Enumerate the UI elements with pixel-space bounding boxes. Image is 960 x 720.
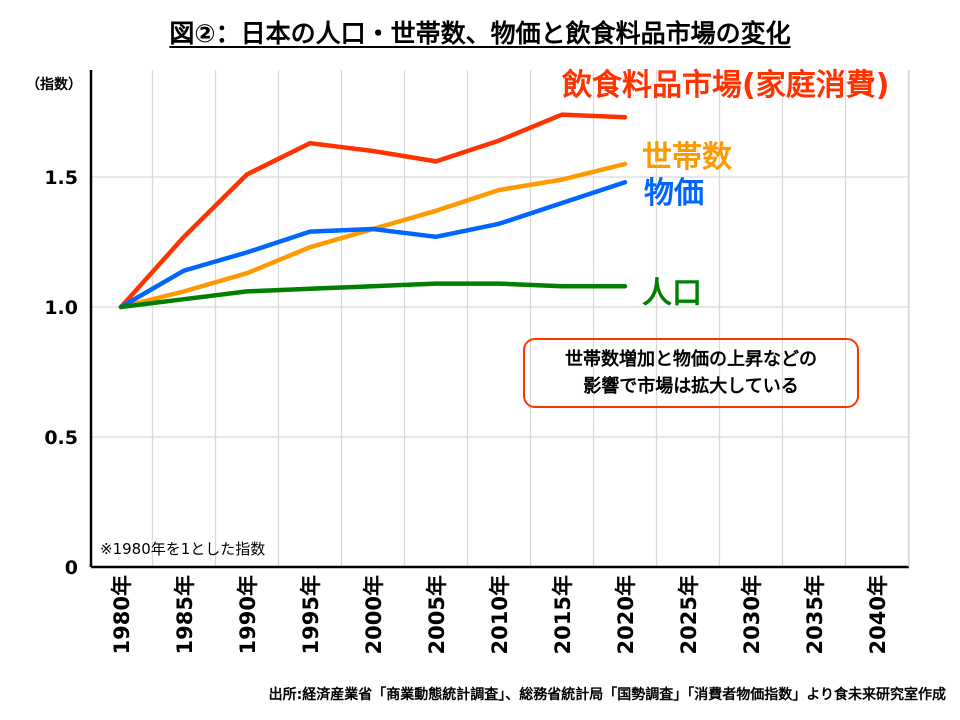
y-tick-label: 0.5 bbox=[44, 427, 78, 449]
x-tick-label: 2025年 bbox=[677, 575, 701, 654]
series-line-2 bbox=[118, 179, 628, 310]
legend-label-market: 飲食料品市場(家庭消費) bbox=[562, 68, 890, 103]
legend-label-population: 人口 bbox=[642, 276, 702, 311]
y-tick-label: 1.0 bbox=[44, 297, 78, 319]
x-tick-label: 1985年 bbox=[173, 575, 197, 654]
chart-title: 図②：日本の人口・世帯数、物価と飲食料品市場の変化 bbox=[0, 14, 960, 50]
annotation-line-1: 世帯数増加と物価の上昇などの bbox=[565, 349, 817, 370]
x-tick-label: 2020年 bbox=[614, 575, 638, 654]
series-line-0 bbox=[118, 112, 628, 310]
y-tick-label: 0 bbox=[65, 557, 78, 579]
series-line-3 bbox=[118, 281, 628, 310]
base-note: ※1980年を1とした指数 bbox=[100, 540, 266, 558]
annotation-box: 世帯数増加と物価の上昇などの 影響で市場は拡大している bbox=[523, 338, 859, 408]
x-tick-label: 1990年 bbox=[236, 575, 260, 654]
x-tick-label: 2005年 bbox=[425, 575, 449, 654]
legend-label-prices: 物価 bbox=[644, 176, 704, 211]
x-tick-label: 2040年 bbox=[866, 575, 890, 654]
x-tick-label: 2030年 bbox=[740, 575, 764, 654]
x-tick-label: 1980年 bbox=[110, 575, 134, 654]
x-tick-label: 2010年 bbox=[488, 575, 512, 654]
x-tick-label: 2000年 bbox=[362, 575, 386, 654]
chart-title-text: 図②：日本の人口・世帯数、物価と飲食料品市場の変化 bbox=[169, 19, 791, 48]
annotation-line-2: 影響で市場は拡大している bbox=[583, 376, 799, 397]
y-tick-label: 1.5 bbox=[44, 167, 78, 189]
x-tick-label: 1995年 bbox=[299, 575, 323, 654]
y-axis-label: （指数） bbox=[26, 77, 82, 93]
x-tick-label: 2035年 bbox=[803, 575, 827, 654]
source-note: 出所:経済産業省「商業動態統計調査」、総務省統計局「国勢調査」「消費者物価指数」… bbox=[268, 687, 946, 703]
legend-label-households: 世帯数 bbox=[642, 140, 732, 175]
x-tick-label: 2015年 bbox=[551, 575, 575, 654]
